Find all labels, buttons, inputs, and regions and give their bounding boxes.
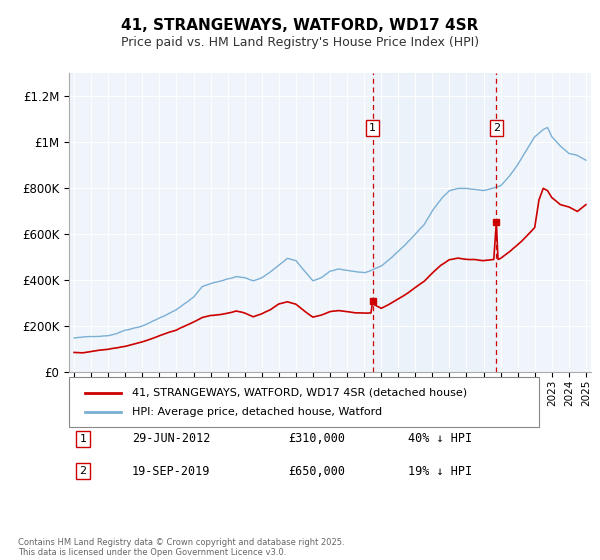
Text: 1: 1 <box>369 123 376 133</box>
Text: 41, STRANGEWAYS, WATFORD, WD17 4SR (detached house): 41, STRANGEWAYS, WATFORD, WD17 4SR (deta… <box>131 388 467 398</box>
Text: 41, STRANGEWAYS, WATFORD, WD17 4SR: 41, STRANGEWAYS, WATFORD, WD17 4SR <box>121 18 479 32</box>
Text: HPI: Average price, detached house, Watford: HPI: Average price, detached house, Watf… <box>131 407 382 417</box>
Text: 19% ↓ HPI: 19% ↓ HPI <box>409 465 472 478</box>
Text: 29-JUN-2012: 29-JUN-2012 <box>131 432 210 445</box>
Text: 1: 1 <box>79 434 86 444</box>
Text: Price paid vs. HM Land Registry's House Price Index (HPI): Price paid vs. HM Land Registry's House … <box>121 36 479 49</box>
Text: 40% ↓ HPI: 40% ↓ HPI <box>409 432 472 445</box>
Bar <box>373 73 496 372</box>
Text: 19-SEP-2019: 19-SEP-2019 <box>131 465 210 478</box>
Text: £310,000: £310,000 <box>288 432 345 445</box>
Text: £650,000: £650,000 <box>288 465 345 478</box>
Text: Contains HM Land Registry data © Crown copyright and database right 2025.
This d: Contains HM Land Registry data © Crown c… <box>18 538 344 557</box>
Text: 2: 2 <box>493 123 500 133</box>
Text: 2: 2 <box>79 466 86 476</box>
FancyBboxPatch shape <box>69 377 539 427</box>
